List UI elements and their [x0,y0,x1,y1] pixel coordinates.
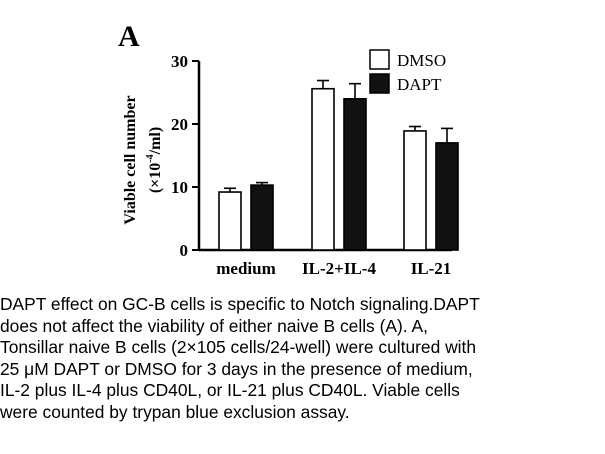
legend-swatch-dmso [369,49,390,70]
legend: DMSO DAPT [369,49,446,94]
y-tick-label: 30 [171,52,188,71]
x-tick-label: medium [216,259,276,278]
y-axis-label-line1: Viable cell number [122,95,139,224]
figure-caption: DAPT effect on GC-B cells is specific to… [0,294,480,422]
panel-label: A [118,20,140,53]
y-axis-label-prefix: (×10 [147,163,164,193]
y-axis-label: Viable cell number (×10-4/ml) [122,95,164,224]
y-axis-label-exponent: -4 [145,154,156,162]
bar-chart: A Viable cell number (×10-4/ml) 0102030 … [118,20,459,278]
chart-figure: A Viable cell number (×10-4/ml) 0 10 20 30 … [118,20,459,278]
legend-swatch-dapt [369,73,390,94]
bar-dapt-2 [435,142,459,251]
bar-dmso-2 [403,130,427,251]
bars [218,79,459,251]
y-axis-label-line2: (×10-4/ml) [145,127,164,193]
legend-label-dmso: DMSO [397,51,446,70]
y-ticks: 0 10 20 30 [171,52,199,260]
x-tick-label: IL-2+IL-4 [302,259,376,278]
y-tick-label: 20 [171,115,188,134]
bar-dmso-1 [311,87,335,251]
legend-label-dapt: DAPT [397,75,442,94]
y-tick-label: 10 [171,178,188,197]
bar-dapt-0 [250,184,274,251]
x-tick-label: IL-21 [411,259,452,278]
bar-dmso-0 [218,191,242,251]
y-axis-label-suffix: /ml) [147,127,164,156]
y-tick-label: 0 [180,241,189,260]
bar-dapt-1 [343,98,367,251]
x-tick-labels: medium IL-2+IL-4 IL-21 [216,259,451,278]
